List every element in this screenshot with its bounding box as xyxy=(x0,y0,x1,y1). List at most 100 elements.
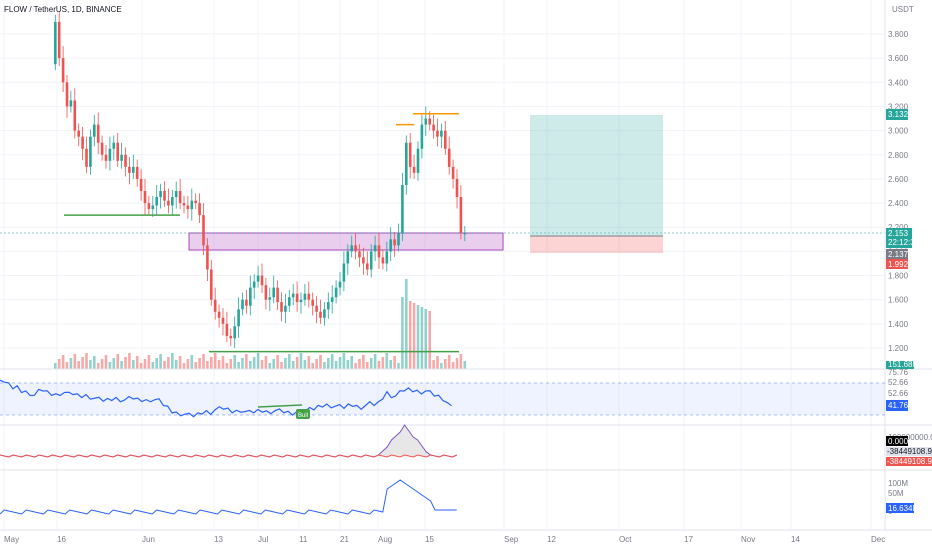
price-tick-label: 3.400 xyxy=(888,78,909,87)
rsi-value-tag: 41.76 xyxy=(886,400,909,411)
volume-bar xyxy=(408,301,412,369)
rsi-axis-label: 52.66 xyxy=(888,378,909,387)
price-tick-label: 2.600 xyxy=(888,175,909,184)
candle-body xyxy=(190,200,194,210)
candle-body xyxy=(252,281,256,288)
candle-body xyxy=(455,178,459,198)
price-tick-label: 1.200 xyxy=(888,344,909,353)
candle-body xyxy=(100,142,104,155)
rsi-divergence-line xyxy=(257,404,303,408)
candle-body xyxy=(213,299,217,312)
price-tick-label: 3.800 xyxy=(888,30,909,39)
volume-bar xyxy=(377,361,381,369)
volume-bar xyxy=(362,355,365,369)
volume-bar xyxy=(366,362,369,369)
level-lines xyxy=(64,112,459,353)
time-tick-label: Jun xyxy=(142,535,155,544)
volume-bar xyxy=(89,360,92,369)
time-tick-label: May xyxy=(4,535,19,544)
time-tick-label: Oct xyxy=(619,535,632,544)
volume-bar xyxy=(229,359,233,369)
volume-bar xyxy=(69,358,73,369)
candle-body xyxy=(96,124,100,143)
time-tick-label: Jul xyxy=(258,535,268,544)
volume-bar xyxy=(432,360,435,369)
macd-signal-line xyxy=(0,454,457,458)
candle-body xyxy=(132,166,135,173)
volume-bar xyxy=(96,363,100,369)
volume-bar xyxy=(73,354,77,369)
time-tick-label: 13 xyxy=(214,535,223,544)
time-tick-label: 16 xyxy=(57,535,66,544)
volume-bar xyxy=(412,303,416,369)
candle-body xyxy=(120,154,123,161)
candle-body xyxy=(268,297,272,300)
volume-bar xyxy=(221,356,225,369)
volume-bar xyxy=(143,359,147,369)
time-tick-label: 14 xyxy=(791,535,800,544)
candle-body xyxy=(416,148,420,173)
candle-body xyxy=(65,82,69,107)
volume-bar xyxy=(202,354,205,369)
candle-body xyxy=(432,124,435,131)
volume-bar xyxy=(323,362,326,369)
candle-body xyxy=(124,154,127,167)
candle-body xyxy=(147,203,151,210)
volume-bar xyxy=(147,355,151,369)
rsi-axis-label: 75.76 xyxy=(888,368,909,377)
volume-bar xyxy=(459,354,463,369)
vol-osc-axis-label: 50M xyxy=(888,489,904,498)
candle-body xyxy=(369,251,373,270)
volume-bar xyxy=(163,361,166,369)
price-axis[interactable]: 3.800 3.600 3.400 3.200 3.000 2.800 2.600 2.400… xyxy=(888,30,909,353)
target-zone[interactable] xyxy=(530,115,663,236)
price-tick-label: 1.400 xyxy=(888,320,909,329)
volume-bar xyxy=(393,356,396,369)
candle-body xyxy=(186,205,190,210)
volume-bar xyxy=(135,356,139,369)
stop-zone[interactable] xyxy=(530,236,663,253)
candle-body xyxy=(342,263,346,282)
volume-bar xyxy=(186,359,190,369)
demand-zone[interactable] xyxy=(188,232,504,251)
volume-bar xyxy=(210,357,213,369)
bull-signal-label: Bull xyxy=(298,413,308,419)
candle-body xyxy=(319,311,322,318)
grid xyxy=(0,0,885,530)
volume-bar xyxy=(260,360,264,369)
candle-body xyxy=(81,136,84,149)
candle-body xyxy=(408,142,412,167)
candle-body xyxy=(210,269,213,300)
volume-bar xyxy=(206,361,209,369)
macd-value-tag: -38449108.942 xyxy=(886,447,932,456)
volume-bar xyxy=(420,307,424,369)
macd-signal-tag: -38449108.942 xyxy=(886,457,932,466)
volume-bar xyxy=(132,360,135,369)
volume-bar xyxy=(245,354,248,369)
volume-bar xyxy=(280,362,283,369)
volume-bar xyxy=(213,353,217,369)
candle-body xyxy=(424,118,428,125)
candle-body xyxy=(245,299,248,306)
volume-bar xyxy=(381,357,385,369)
time-axis[interactable]: May 16 Jun 13 Jul 11 21 Aug 15 Sep 12 Oct 17 Nov 14 Dec xyxy=(4,535,885,544)
candle-body xyxy=(77,130,80,137)
bull-signal[interactable]: Bull xyxy=(296,409,310,419)
candle-body xyxy=(73,100,77,131)
candle-body xyxy=(171,197,174,206)
candle-body xyxy=(381,257,385,264)
volume-bar xyxy=(342,353,346,369)
volume-bar xyxy=(249,361,252,369)
volume-bar xyxy=(327,358,330,369)
candle-body xyxy=(135,166,139,179)
volume-bar xyxy=(268,363,272,369)
volume-bar xyxy=(198,358,201,369)
volume-bar xyxy=(354,363,357,369)
candle-body xyxy=(412,166,416,173)
candle-body xyxy=(167,200,170,206)
volume-bar xyxy=(124,357,127,369)
time-tick-label: 11 xyxy=(299,535,308,544)
candle-body xyxy=(295,293,299,303)
volume-bar xyxy=(397,363,400,369)
